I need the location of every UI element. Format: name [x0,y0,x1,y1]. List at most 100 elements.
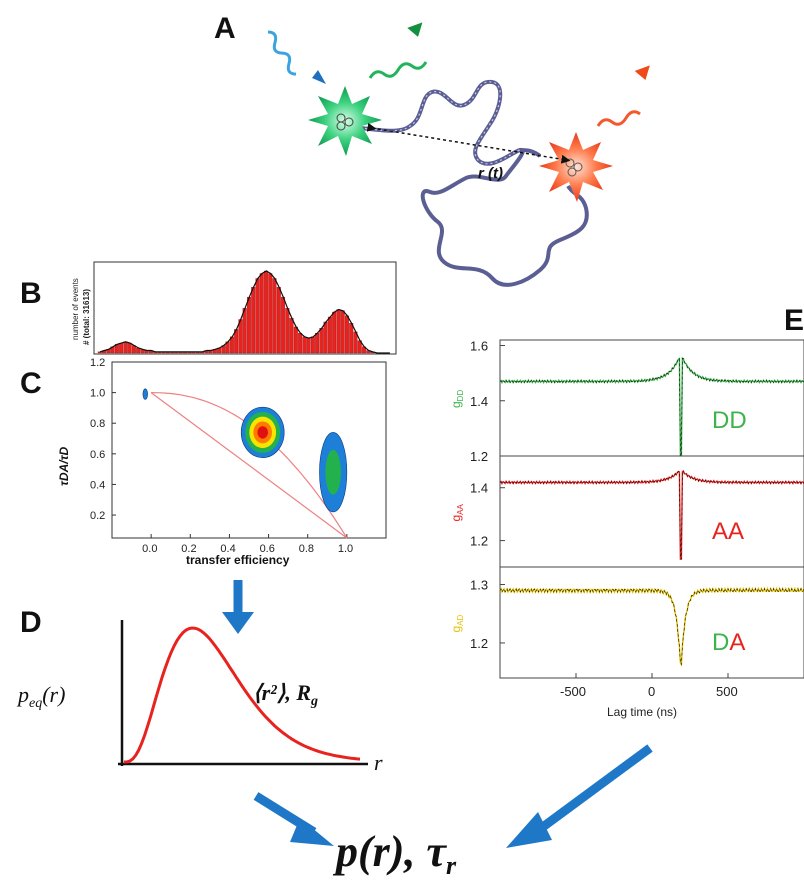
histogram-bar [332,311,337,354]
histogram-bar [319,327,324,354]
histogram-bar [298,332,303,354]
arrow-e-to-result [533,744,653,836]
distance-distribution-curve [123,626,361,764]
histogram-bar [336,309,341,354]
y-tick-label: 1.2 [470,449,488,464]
x-tick-label: -500 [560,684,586,699]
distribution-xlabel: r [374,750,383,775]
lifetime-ylabel: τDA/τD [57,447,71,486]
histogram-bar [281,296,286,354]
distribution-annotation: ⟨r²⟩, Rg [253,680,318,709]
histogram-bar [123,341,128,354]
histogram-bar [344,315,349,354]
correlation-fit [499,587,804,666]
red-emission-wave [596,110,641,127]
y-tick-label: 1.4 [470,481,488,496]
y-tick-label: 1.6 [470,339,488,354]
red-emission-arrowhead [634,65,650,80]
x-tick-label: 0.8 [299,543,314,555]
histogram-bar [276,286,281,354]
correlation-panels: 1.6 1.4 1.2 gDD DD 1.4 1.2 gAA AA 1.3 1.2 gAD DA -500… [449,339,804,699]
histogram-bar [289,318,294,354]
panel-label-c: C [20,367,42,400]
histogram-bar [310,336,315,354]
arrow-d-to-result-head [290,818,334,846]
excitation-arrowhead [312,70,326,84]
y-tick-label: 0.4 [90,479,105,491]
x-tick-label: 0.4 [220,543,235,555]
histogram-bar [306,337,311,354]
histogram-bar [285,308,290,354]
green-emission-arrowhead [407,22,423,37]
arrow-c-to-d-head [222,612,254,634]
x-tick-label: 0.2 [181,543,196,555]
histogram-bar [242,308,247,354]
excitation-wave [267,30,297,76]
histogram-bar [315,332,320,354]
polymer-chain [359,79,589,287]
high-efficiency-population-contour [325,449,341,495]
correlation-row-label: DA [712,629,745,656]
histogram-total: # (total: 31613) [82,289,91,345]
y-tick-label: 1.0 [90,388,105,400]
main-population-contour [257,426,268,439]
zero-peak-contour [142,388,148,400]
distance-arrow [366,122,571,164]
y-tick-label: 1.3 [470,578,488,593]
y-tick-label: 0.2 [90,510,105,522]
panel-label-d: D [20,606,42,639]
histogram-bar [97,351,102,354]
panel-label-e: E [784,304,804,337]
x-tick-label: 0.6 [260,543,275,555]
histogram-fit-curve [99,270,390,354]
correlation-frame [499,566,804,679]
correlation-row-label: AA [712,518,744,545]
histogram-bar [268,273,273,354]
histogram-bar [302,336,307,354]
histogram-bar [272,278,277,354]
panel-label-a: A [214,12,236,45]
correlation-frame [499,339,804,457]
efficiency-xlabel: transfer efficiency [186,553,290,567]
histogram-bar [327,316,332,354]
histogram-bar [293,326,298,354]
x-tick-label: 0.0 [142,543,157,555]
correlation-ylabel: gAD [449,614,465,632]
histogram-bar [259,273,264,354]
histogram-bar [255,278,260,354]
histogram-bar [349,323,354,354]
arrow-e-to-result-head [506,812,552,848]
y-tick-label: 1.4 [470,394,488,409]
distance-label: r (t) [478,165,503,182]
histogram-bar [251,286,256,354]
result-formula: p(r), τr [332,827,457,880]
correlation-fit [499,357,804,457]
correlation-ylabel: gAA [449,503,465,521]
x-tick-label: 500 [716,684,738,699]
y-tick-label: 0.6 [90,449,105,461]
distribution-ylabel: peq(r) [16,682,65,711]
correlation-frame [499,455,804,568]
static-fret-line [150,392,348,539]
green-emission-wave [368,61,428,79]
acceptor-fluorophore-star [539,132,613,202]
donor-dye-molecule [336,113,354,131]
histogram-bar [119,342,124,354]
histogram-bar [264,270,268,354]
correlation-fit [499,470,804,560]
histogram-bar [127,342,132,354]
lag-time-xlabel: Lag time (ns) [607,705,677,719]
x-tick-label: 1.0 [338,543,353,555]
y-tick-label: 1.2 [470,534,488,549]
histogram-ylabel: number of events [71,278,80,340]
y-tick-label: 1.2 [90,357,105,369]
efficiency-lifetime-plot: 0.0 0.2 0.4 0.6 0.8 1.0 0.2 0.4 0.6 0.8 1.0 1.2 [90,357,387,555]
y-tick-label: 1.2 [470,636,488,651]
histogram-bar [323,321,328,354]
y-tick-label: 0.8 [90,418,105,430]
histogram-bar [246,296,251,354]
correlation-row-label: DD [712,407,747,434]
panel-label-b: B [20,277,42,310]
x-tick-label: 0 [648,684,655,699]
